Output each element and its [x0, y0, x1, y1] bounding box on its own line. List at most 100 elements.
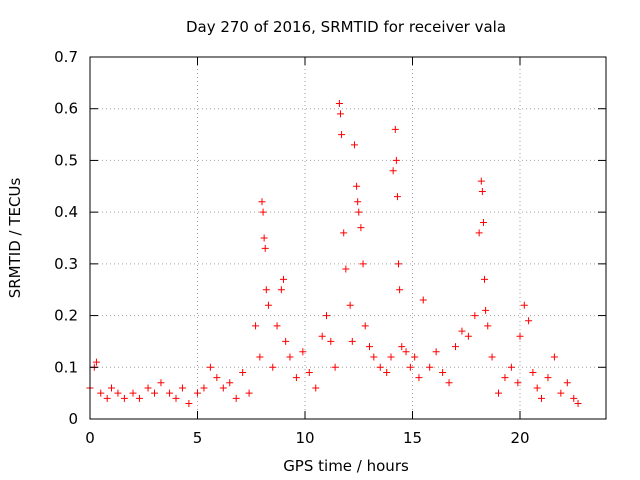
data-point	[239, 368, 247, 376]
x-tick-label: 10	[295, 429, 314, 447]
chart-title: Day 270 of 2016, SRMTID for receiver val…	[186, 18, 506, 36]
data-point	[261, 244, 269, 252]
data-point	[389, 167, 397, 175]
data-point	[376, 363, 384, 371]
y-axis-label: SRMTID / TECUs	[6, 178, 24, 299]
data-point	[359, 260, 367, 268]
data-point	[348, 337, 356, 345]
data-point	[370, 353, 378, 361]
data-point	[445, 379, 453, 387]
data-point	[471, 312, 479, 320]
y-tick-label: 0.5	[54, 151, 78, 169]
data-point	[277, 286, 285, 294]
x-tick-label: 15	[403, 429, 422, 447]
y-tick-label: 0	[68, 410, 78, 428]
data-point	[219, 384, 227, 392]
data-point	[507, 363, 515, 371]
data-point	[525, 317, 533, 325]
data-point	[354, 198, 362, 206]
y-tick-label: 0.2	[54, 307, 78, 325]
y-tick-label: 0.4	[54, 203, 78, 221]
data-point	[273, 322, 281, 330]
data-point	[323, 312, 330, 320]
data-point	[411, 353, 419, 361]
data-point	[383, 368, 391, 376]
data-point	[172, 394, 180, 402]
data-point	[342, 265, 350, 273]
data-point	[391, 125, 399, 133]
data-point	[484, 322, 492, 330]
data-point	[280, 275, 287, 283]
data-point	[226, 379, 234, 387]
data-point	[282, 337, 290, 345]
x-tick-label: 5	[193, 429, 203, 447]
x-axis-label: GPS time / hours	[283, 457, 409, 475]
data-point	[185, 399, 193, 407]
data-point	[245, 389, 253, 397]
y-tick-label: 0.3	[54, 255, 78, 273]
data-point	[529, 368, 537, 376]
data-point	[340, 229, 348, 237]
data-point	[366, 343, 373, 351]
data-point	[114, 389, 122, 397]
data-point	[213, 374, 221, 382]
data-point	[570, 394, 578, 402]
data-point	[488, 353, 496, 361]
data-point	[353, 182, 361, 190]
data-point	[264, 301, 272, 309]
data-point	[495, 389, 502, 397]
x-tick-label: 0	[85, 429, 95, 447]
data-point	[200, 384, 208, 392]
grid-layer	[90, 57, 606, 419]
data-point	[92, 358, 100, 366]
data-point	[97, 389, 105, 397]
data-point	[387, 353, 395, 361]
data-point	[439, 368, 447, 376]
data-point	[563, 379, 571, 387]
data-point	[481, 275, 489, 283]
data-point	[157, 379, 165, 387]
data-point	[458, 327, 466, 335]
data-point	[402, 348, 410, 356]
data-point	[262, 286, 270, 294]
data-point	[478, 187, 486, 195]
data-point	[108, 384, 115, 392]
data-point	[144, 384, 152, 392]
data-point	[286, 353, 294, 361]
x-tick-label: 20	[510, 429, 529, 447]
data-point	[346, 301, 354, 309]
axis-ticks: 0 0.1 0.2 0.3 0.4 0.5 0.6 0.7 0 5 10 15 20	[54, 48, 606, 447]
data-point	[252, 322, 260, 330]
data-point	[151, 389, 158, 397]
data-point	[327, 337, 335, 345]
data-point	[482, 306, 490, 314]
data-point	[357, 224, 365, 232]
data-point	[550, 353, 558, 361]
data-point	[318, 332, 326, 340]
y-tick-label: 0.1	[54, 358, 78, 376]
data-point	[355, 208, 363, 216]
data-point	[475, 229, 483, 237]
data-point	[292, 374, 300, 382]
data-point	[129, 389, 137, 397]
data-point	[312, 384, 320, 392]
data-point	[415, 374, 423, 382]
data-point	[256, 353, 264, 361]
data-point	[464, 332, 472, 340]
data-point	[269, 363, 277, 371]
data-point	[232, 394, 240, 402]
data-point	[259, 208, 267, 216]
data-point	[166, 389, 174, 397]
data-point	[557, 389, 565, 397]
data-point	[533, 384, 541, 392]
data-point	[361, 322, 369, 330]
data-point	[135, 394, 143, 402]
y-tick-label: 0.6	[54, 100, 78, 118]
data-point	[331, 363, 339, 371]
data-point	[395, 260, 403, 268]
data-point	[336, 110, 344, 118]
data-point	[479, 218, 487, 226]
data-point	[516, 332, 524, 340]
data-point	[452, 343, 459, 351]
data-point	[258, 198, 266, 206]
